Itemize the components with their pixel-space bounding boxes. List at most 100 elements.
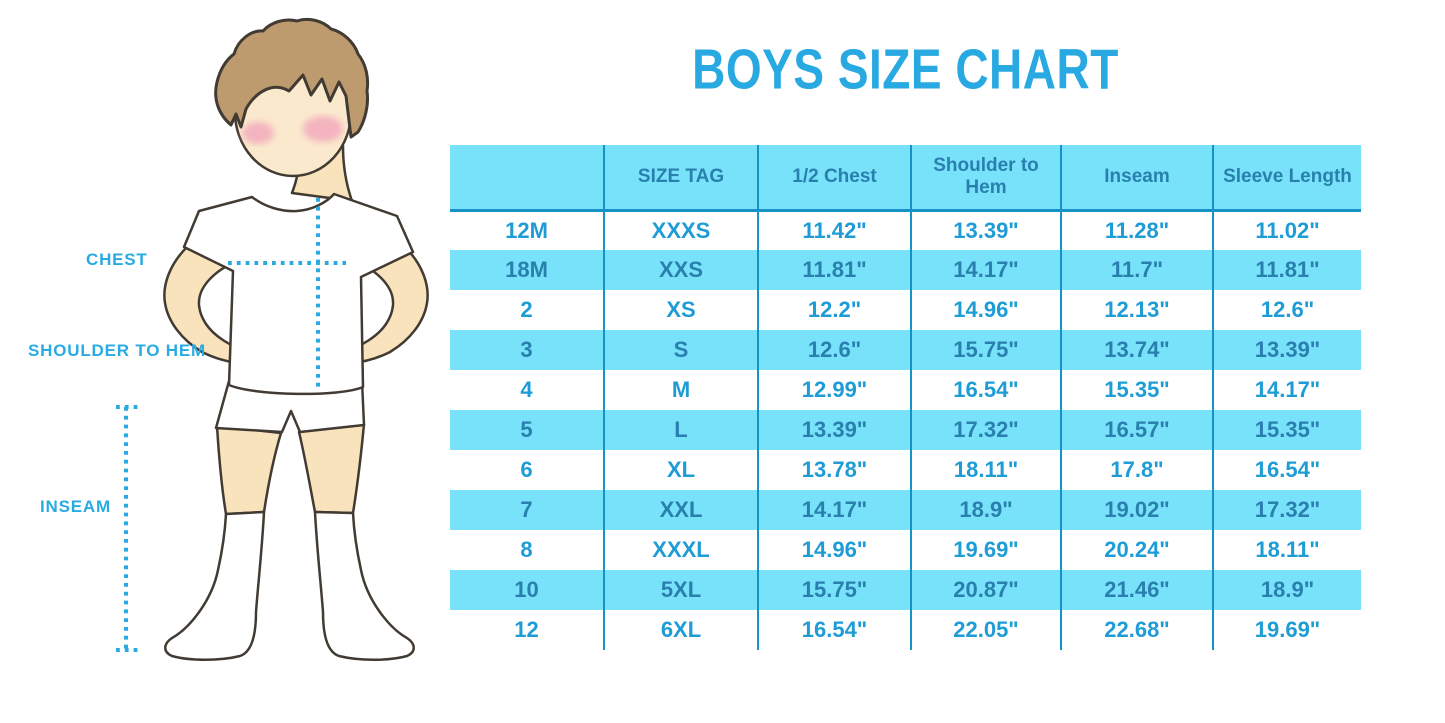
table-cell: 22.68" [1060,610,1213,650]
table-row: 6 XL 13.78" 18.11" 17.8" 16.54" [450,450,1361,490]
boy-illustration [116,17,429,661]
table-row: 3 S 12.6" 15.75" 13.74" 13.39" [450,330,1361,370]
table-row: 12 6XL 16.54" 22.05" 22.68" 19.69" [450,610,1361,650]
table-row: 5 L 13.39" 17.32" 16.57" 15.35" [450,410,1361,450]
table-cell: 14.17" [757,490,911,530]
size-table: SIZE TAG 1/2 Chest Shoulder to Hem Inseam Sl… [450,145,1361,650]
table-cell: 18.11" [910,450,1061,490]
boy-hair [214,17,370,139]
boy-left-sock [164,510,266,661]
table-row: 7 XXL 14.17" 18.9" 19.02" 17.32" [450,490,1361,530]
table-cell: 15.75" [757,570,911,610]
column-header: 1/2 Chest [757,145,911,212]
table-cell: 12.6" [1212,290,1361,330]
table-row: 8 XXXL 14.96" 19.69" 20.24" 18.11" [450,530,1361,570]
column-header [450,145,604,212]
table-cell: 14.17" [1212,370,1361,410]
table-cell: 18.11" [1212,530,1361,570]
table-cell: 11.02" [1212,210,1361,250]
table-cell: 8 [450,530,604,570]
table-cell: 20.24" [1060,530,1213,570]
table-cell: M [603,370,758,410]
table-cell: 14.96" [757,530,911,570]
table-row: 10 5XL 15.75" 20.87" 21.46" 18.9" [450,570,1361,610]
column-header: Sleeve Length [1212,145,1361,212]
table-cell: 3 [450,330,604,370]
table-cell: 5 [450,410,604,450]
table-cell: 11.28" [1060,210,1213,250]
chest-label: CHEST [86,250,148,269]
table-cell: 15.35" [1060,370,1213,410]
table-cell: 7 [450,490,604,530]
table-cell: 6 [450,450,604,490]
table-cell: 14.96" [910,290,1061,330]
table-cell: 16.57" [1060,410,1213,450]
table-cell: XXXL [603,530,758,570]
table-cell: XXS [603,250,758,290]
column-header: SIZE TAG [603,145,758,212]
table-cell: 13.39" [757,410,911,450]
table-cell: 11.42" [757,210,911,250]
table-cell: 12.2" [757,290,911,330]
table-cell: 18M [450,250,604,290]
boy-shirt [182,192,415,396]
table-cell: 12.6" [757,330,911,370]
table-row: 2 XS 12.2" 14.96" 12.13" 12.6" [450,290,1361,330]
table-cell: 16.54" [757,610,911,650]
table-cell: 15.75" [910,330,1061,370]
page-title: BOYS SIZE CHART [692,37,1119,101]
table-cell: 16.54" [1212,450,1361,490]
table-cell: 16.54" [910,370,1061,410]
table-cell: 2 [450,290,604,330]
column-header: Inseam [1060,145,1213,212]
table-cell: 12.99" [757,370,911,410]
boy-left-cheek [242,122,274,144]
table-cell: XL [603,450,758,490]
boy-right-sock [313,510,415,661]
shoulder-to-hem-label: SHOULDER TO HEM [28,341,206,360]
table-cell: 15.35" [1212,410,1361,450]
table-cell: 20.87" [910,570,1061,610]
boy-right-cheek [303,116,343,142]
table-row: 4 M 12.99" 16.54" 15.35" 14.17" [450,370,1361,410]
size-table-body: 12M XXXS 11.42" 13.39" 11.28" 11.02" 18M XXS 11.… [450,210,1361,650]
table-cell: 11.81" [757,250,911,290]
table-cell: 6XL [603,610,758,650]
table-cell: 12M [450,210,604,250]
table-cell: 5XL [603,570,758,610]
table-cell: 17.32" [910,410,1061,450]
table-cell: 19.02" [1060,490,1213,530]
table-cell: 13.74" [1060,330,1213,370]
table-cell: 19.69" [910,530,1061,570]
table-cell: XXL [603,490,758,530]
boy-left-thigh [215,424,283,516]
table-cell: 19.69" [1212,610,1361,650]
table-cell: 22.05" [910,610,1061,650]
column-header: Shoulder to Hem [910,145,1061,212]
table-cell: 18.9" [910,490,1061,530]
table-cell: 12.13" [1060,290,1213,330]
table-cell: 13.78" [757,450,911,490]
table-cell: 14.17" [910,250,1061,290]
boy-right-thigh [297,422,366,515]
size-table-container: SIZE TAG 1/2 Chest Shoulder to Hem Inseam Sl… [450,145,1361,650]
table-row: 18M XXS 11.81" 14.17" 11.7" 11.81" [450,250,1361,290]
table-cell: XXXS [603,210,758,250]
table-cell: S [603,330,758,370]
table-cell: XS [603,290,758,330]
table-cell: 18.9" [1212,570,1361,610]
table-cell: 10 [450,570,604,610]
table-cell: 12 [450,610,604,650]
table-cell: 11.7" [1060,250,1213,290]
table-cell: 13.39" [1212,330,1361,370]
table-row: 12M XXXS 11.42" 13.39" 11.28" 11.02" [450,210,1361,250]
table-cell: 11.81" [1212,250,1361,290]
table-cell: L [603,410,758,450]
table-cell: 13.39" [910,210,1061,250]
inseam-label: INSEAM [40,497,111,516]
table-cell: 21.46" [1060,570,1213,610]
table-cell: 17.8" [1060,450,1213,490]
size-table-head-row: SIZE TAG 1/2 Chest Shoulder to Hem Inseam Sl… [450,145,1361,212]
table-cell: 4 [450,370,604,410]
